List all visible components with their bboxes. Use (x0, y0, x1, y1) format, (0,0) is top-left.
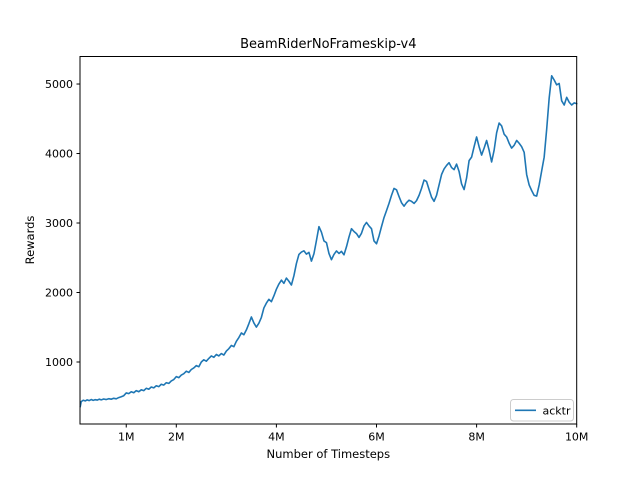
y-tick-label: 3000 (45, 217, 73, 230)
x-tick-label: 6M (368, 431, 385, 444)
axes-spines (79, 56, 578, 425)
legend-entry-acktr: acktr (543, 405, 571, 418)
x-tick-label: 2M (168, 431, 185, 444)
x-axis-ticks: 1M 2M 4M 6M 8M 10M (118, 424, 588, 444)
y-tick-label: 1000 (45, 356, 73, 369)
plot-area (80, 56, 577, 424)
legend: acktr (510, 399, 574, 422)
y-tick-label: 4000 (45, 148, 73, 161)
series-line-acktr (79, 75, 578, 408)
y-axis-label: Rewards (23, 216, 37, 265)
y-tick-label: 2000 (45, 287, 73, 300)
chart-title: BeamRiderNoFrameskip-v4 (240, 37, 416, 52)
y-tick-label: 5000 (45, 78, 73, 91)
x-axis-label: Number of Timesteps (266, 447, 390, 461)
x-tick-label: 1M (118, 431, 135, 444)
legend-box (510, 399, 574, 422)
x-tick-label: 8M (468, 431, 485, 444)
x-tick-label: 4M (268, 431, 285, 444)
x-tick-label: 10M (565, 431, 589, 444)
y-axis-ticks: 1000 2000 3000 4000 5000 (45, 78, 80, 369)
